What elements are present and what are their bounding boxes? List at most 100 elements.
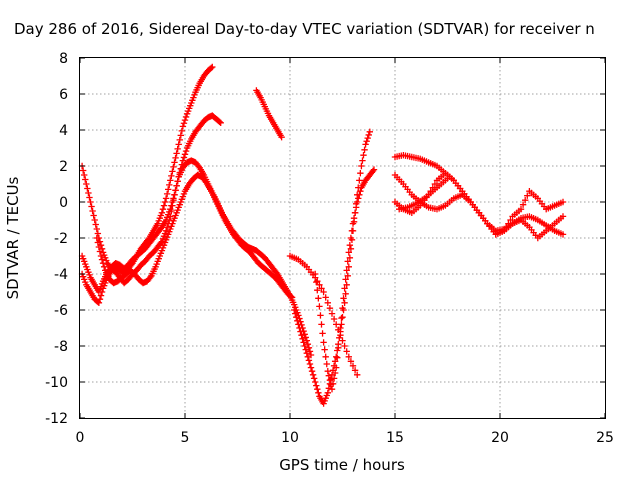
x-tick-label: 5 (181, 430, 190, 446)
data-point-plus (181, 116, 189, 124)
data-point-plus (312, 274, 319, 281)
data-point-plus (355, 195, 362, 202)
data-point-plus (301, 342, 308, 350)
x-tick-label: 10 (281, 430, 299, 446)
data-point-plus (293, 314, 300, 321)
data-point-plus (171, 191, 178, 198)
data-point-plus (446, 173, 453, 180)
data-point-plus (180, 120, 188, 127)
data-series-7 (312, 166, 378, 393)
x-axis-label: GPS time / hours (279, 456, 405, 474)
data-point-plus (85, 189, 92, 197)
data-point-plus (333, 321, 340, 328)
data-point-plus (300, 339, 307, 346)
y-tick-label: -8 (54, 339, 68, 355)
data-point-plus (167, 177, 174, 184)
data-point-plus (158, 209, 166, 216)
data-point-plus (339, 305, 346, 312)
data-point-plus (345, 353, 352, 360)
data-point-plus (351, 209, 359, 216)
data-point-plus (324, 299, 331, 306)
data-point-plus (431, 180, 439, 188)
data-point-plus (319, 330, 326, 337)
data-point-plus (93, 225, 100, 233)
x-tick-labels: 0 5 10 15 20 25 (76, 58, 614, 446)
data-point-plus (169, 202, 176, 209)
data-point-plus (89, 207, 96, 215)
data-point-plus (331, 358, 339, 365)
data-point-plus (162, 227, 170, 234)
grid-lines (80, 58, 605, 418)
data-point-plus (364, 134, 371, 142)
data-point-plus (173, 150, 180, 157)
data-point-plus (321, 346, 328, 353)
x-tick-label: 20 (491, 430, 509, 446)
data-point-plus (357, 170, 364, 177)
data-point-plus (314, 386, 321, 393)
data-point-plus (171, 159, 178, 166)
data-point-plus (365, 131, 372, 139)
data-point-plus (291, 306, 298, 314)
data-point-plus (170, 197, 177, 204)
data-point-plus (297, 328, 304, 335)
data-point-plus (147, 273, 154, 281)
chart-title: Day 286 of 2016, Sidereal Day-to-day VTE… (14, 20, 595, 38)
data-point-plus (178, 127, 186, 135)
data-point-plus (165, 186, 172, 193)
data-point-plus (359, 157, 366, 164)
data-point-plus (174, 145, 181, 153)
data-point-plus (559, 231, 567, 238)
data-point-plus (325, 372, 333, 379)
data-point-plus (81, 171, 88, 179)
data-point-plus (177, 132, 184, 139)
data-point-plus (501, 227, 508, 234)
y-tick-label: 4 (59, 123, 68, 139)
data-point-plus (217, 119, 224, 126)
data-point-plus (167, 213, 174, 220)
data-point-plus (314, 278, 321, 285)
data-point-plus (163, 190, 171, 198)
data-point-plus (335, 344, 342, 351)
data-point-plus (182, 147, 190, 155)
data-point-plus (337, 332, 344, 339)
data-point-plus (315, 389, 322, 396)
data-point-plus (168, 172, 175, 180)
data-point-plus (176, 136, 183, 144)
data-point-plus (350, 215, 358, 222)
data-series-8 (286, 252, 361, 378)
data-point-plus (312, 378, 319, 386)
data-point-plus (347, 234, 355, 242)
data-point-plus (182, 113, 190, 121)
y-tick-label: 0 (59, 195, 68, 211)
x-tick-label: 25 (596, 430, 614, 446)
y-tick-label: -6 (54, 303, 68, 319)
data-point-plus (316, 303, 323, 310)
data-point-plus (302, 334, 309, 341)
data-point-plus (559, 198, 567, 206)
data-point-plus (333, 353, 340, 360)
data-point-plus (324, 368, 331, 375)
data-point-plus (349, 362, 357, 369)
data-point-plus (327, 376, 335, 383)
data-point-plus (313, 382, 320, 389)
data-series-2 (78, 112, 224, 296)
data-point-plus (338, 314, 345, 322)
data-point-plus (100, 263, 108, 270)
data-point-plus (216, 118, 223, 126)
data-point-plus (341, 285, 348, 292)
data-point-plus (160, 202, 168, 209)
data-point-plus (97, 292, 105, 299)
data-point-plus (166, 216, 173, 224)
data-point-plus (524, 192, 531, 199)
data-point-plus (309, 371, 317, 378)
data-point-plus (342, 276, 349, 283)
data-point-plus (179, 157, 187, 164)
data-point-plus (333, 364, 340, 371)
data-point-plus (86, 194, 93, 201)
data-point-plus (302, 346, 309, 353)
x-tick-label: 0 (76, 430, 85, 446)
data-point-plus (522, 197, 529, 204)
data-point-plus (298, 332, 305, 339)
y-tick-label: -12 (45, 411, 68, 427)
data-point-plus (87, 198, 94, 206)
